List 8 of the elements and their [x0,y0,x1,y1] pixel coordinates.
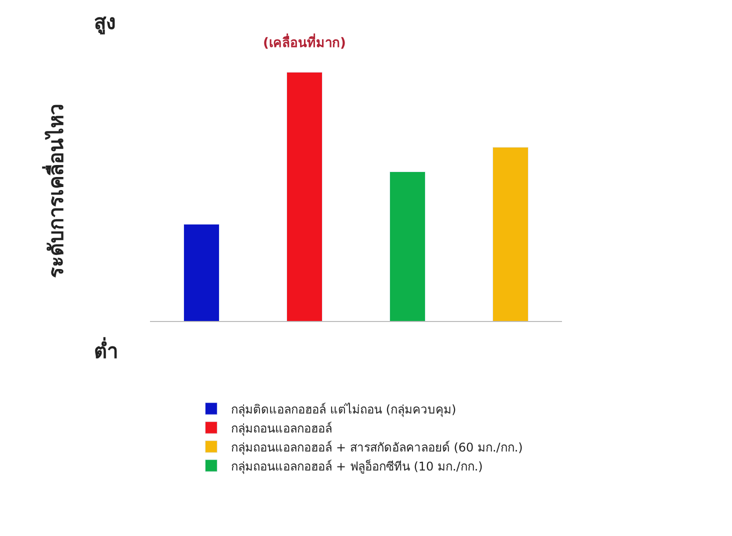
text: (เคลื่อนที่มาก) [263,33,346,51]
legend-label: กลุ่มถอนแอลกอฮอล์ [231,421,332,436]
legend-label: กลุ่มถอนแอลกอฮอล์ + สารสกัดอัลคาลอยด์ (60 มก./กก.) [231,440,523,456]
legend-label: กลุ่มติดแอลกอฮอล์ แต่ไม่ถอน (กลุ่มควบคุม) [231,402,456,418]
text: สูง [94,10,116,36]
text: ต่ำ [94,336,118,363]
y-axis-title: ระดับการเคลื่อนไหว [40,104,68,278]
legend-label: กลุ่มถอนแอลกอฮอล์ + ฟลูอ็อกซีทีน (10 มก./กก.) [231,458,483,474]
